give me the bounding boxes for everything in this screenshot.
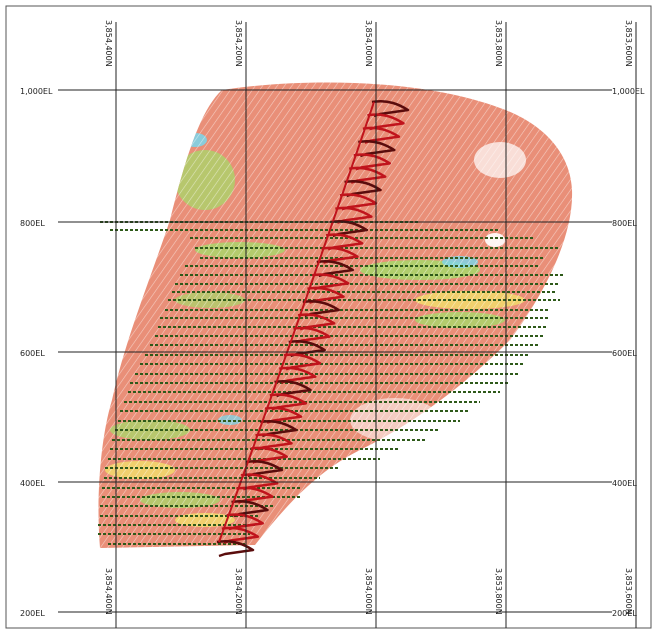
pit-shell-5 xyxy=(353,153,391,171)
pit-shell-26 xyxy=(255,433,293,451)
northing-label-bottom-1: 3,854,400N xyxy=(104,568,113,615)
elevation-label-right-2: 800EL xyxy=(612,219,637,228)
pit-shell-27 xyxy=(250,446,288,464)
pit-shell-9 xyxy=(335,206,373,224)
northing-label-top-4: 3,853,800N xyxy=(494,20,503,67)
elevation-label-left-2: 800EL xyxy=(20,219,45,228)
pit-shell-12 xyxy=(321,246,359,264)
northing-label-top-3: 3,854,000N xyxy=(364,20,373,67)
elevation-label-left-3: 600EL xyxy=(20,349,45,358)
pit-shell-4 xyxy=(358,140,396,158)
elevation-label-right-5: 200EL xyxy=(612,609,637,618)
pit-shell-31 xyxy=(231,500,269,518)
pit-shell-23 xyxy=(269,393,308,411)
northing-label-bottom-2: 3,854,200N xyxy=(234,568,243,615)
pit-design-lines xyxy=(216,100,410,558)
pit-shell-10 xyxy=(330,220,368,238)
pit-shell-29 xyxy=(240,473,279,491)
grid-labels: 3,854,400N 3,854,200N 3,854,000N 3,853,8… xyxy=(20,20,645,618)
pit-shell-33 xyxy=(221,526,260,544)
coordinate-grid xyxy=(58,22,637,628)
pit-shell-24 xyxy=(264,406,303,424)
pit-shell-15 xyxy=(307,286,345,304)
pit-shell-28 xyxy=(245,460,284,478)
pit-shell-7 xyxy=(344,180,382,198)
pit-shell-34 xyxy=(216,540,255,558)
pit-shell-32 xyxy=(226,513,264,531)
pit-shell-11 xyxy=(325,233,364,251)
elevation-label-left-5: 200EL xyxy=(20,609,45,618)
pit-shell-1 xyxy=(371,100,410,118)
northing-label-top-1: 3,854,400N xyxy=(104,20,113,67)
pit-shell-25 xyxy=(260,420,298,438)
pit-shell-30 xyxy=(236,486,274,504)
pit-shell-2 xyxy=(367,113,405,131)
elevation-label-left-1: 1,000EL xyxy=(20,87,53,96)
northing-label-top-2: 3,854,200N xyxy=(234,20,243,67)
pit-shell-3 xyxy=(362,126,401,144)
northing-label-bottom-5: 3,853,600N xyxy=(624,568,633,615)
pit-shell-14 xyxy=(311,273,350,291)
pit-shell-19 xyxy=(288,340,326,358)
pit-shell-18 xyxy=(293,326,331,344)
northing-label-top-5: 3,853,600N xyxy=(624,20,633,67)
pit-shell-13 xyxy=(316,260,355,278)
pit-shell-22 xyxy=(274,380,312,398)
elevation-label-right-3: 600EL xyxy=(612,349,637,358)
figure-border xyxy=(5,5,652,629)
elevation-label-right-1: 1,000EL xyxy=(612,87,645,96)
pit-shell-6 xyxy=(348,166,387,184)
northing-label-bottom-3: 3,854,000N xyxy=(364,568,373,615)
pit-shell-21 xyxy=(279,366,317,384)
pit-shell-17 xyxy=(297,313,336,331)
pit-shell-20 xyxy=(283,353,322,371)
elevation-label-left-4: 400EL xyxy=(20,479,45,488)
elevation-label-right-4: 400EL xyxy=(612,479,637,488)
pit-shell-16 xyxy=(302,300,341,318)
northing-label-bottom-4: 3,853,800N xyxy=(494,568,503,615)
